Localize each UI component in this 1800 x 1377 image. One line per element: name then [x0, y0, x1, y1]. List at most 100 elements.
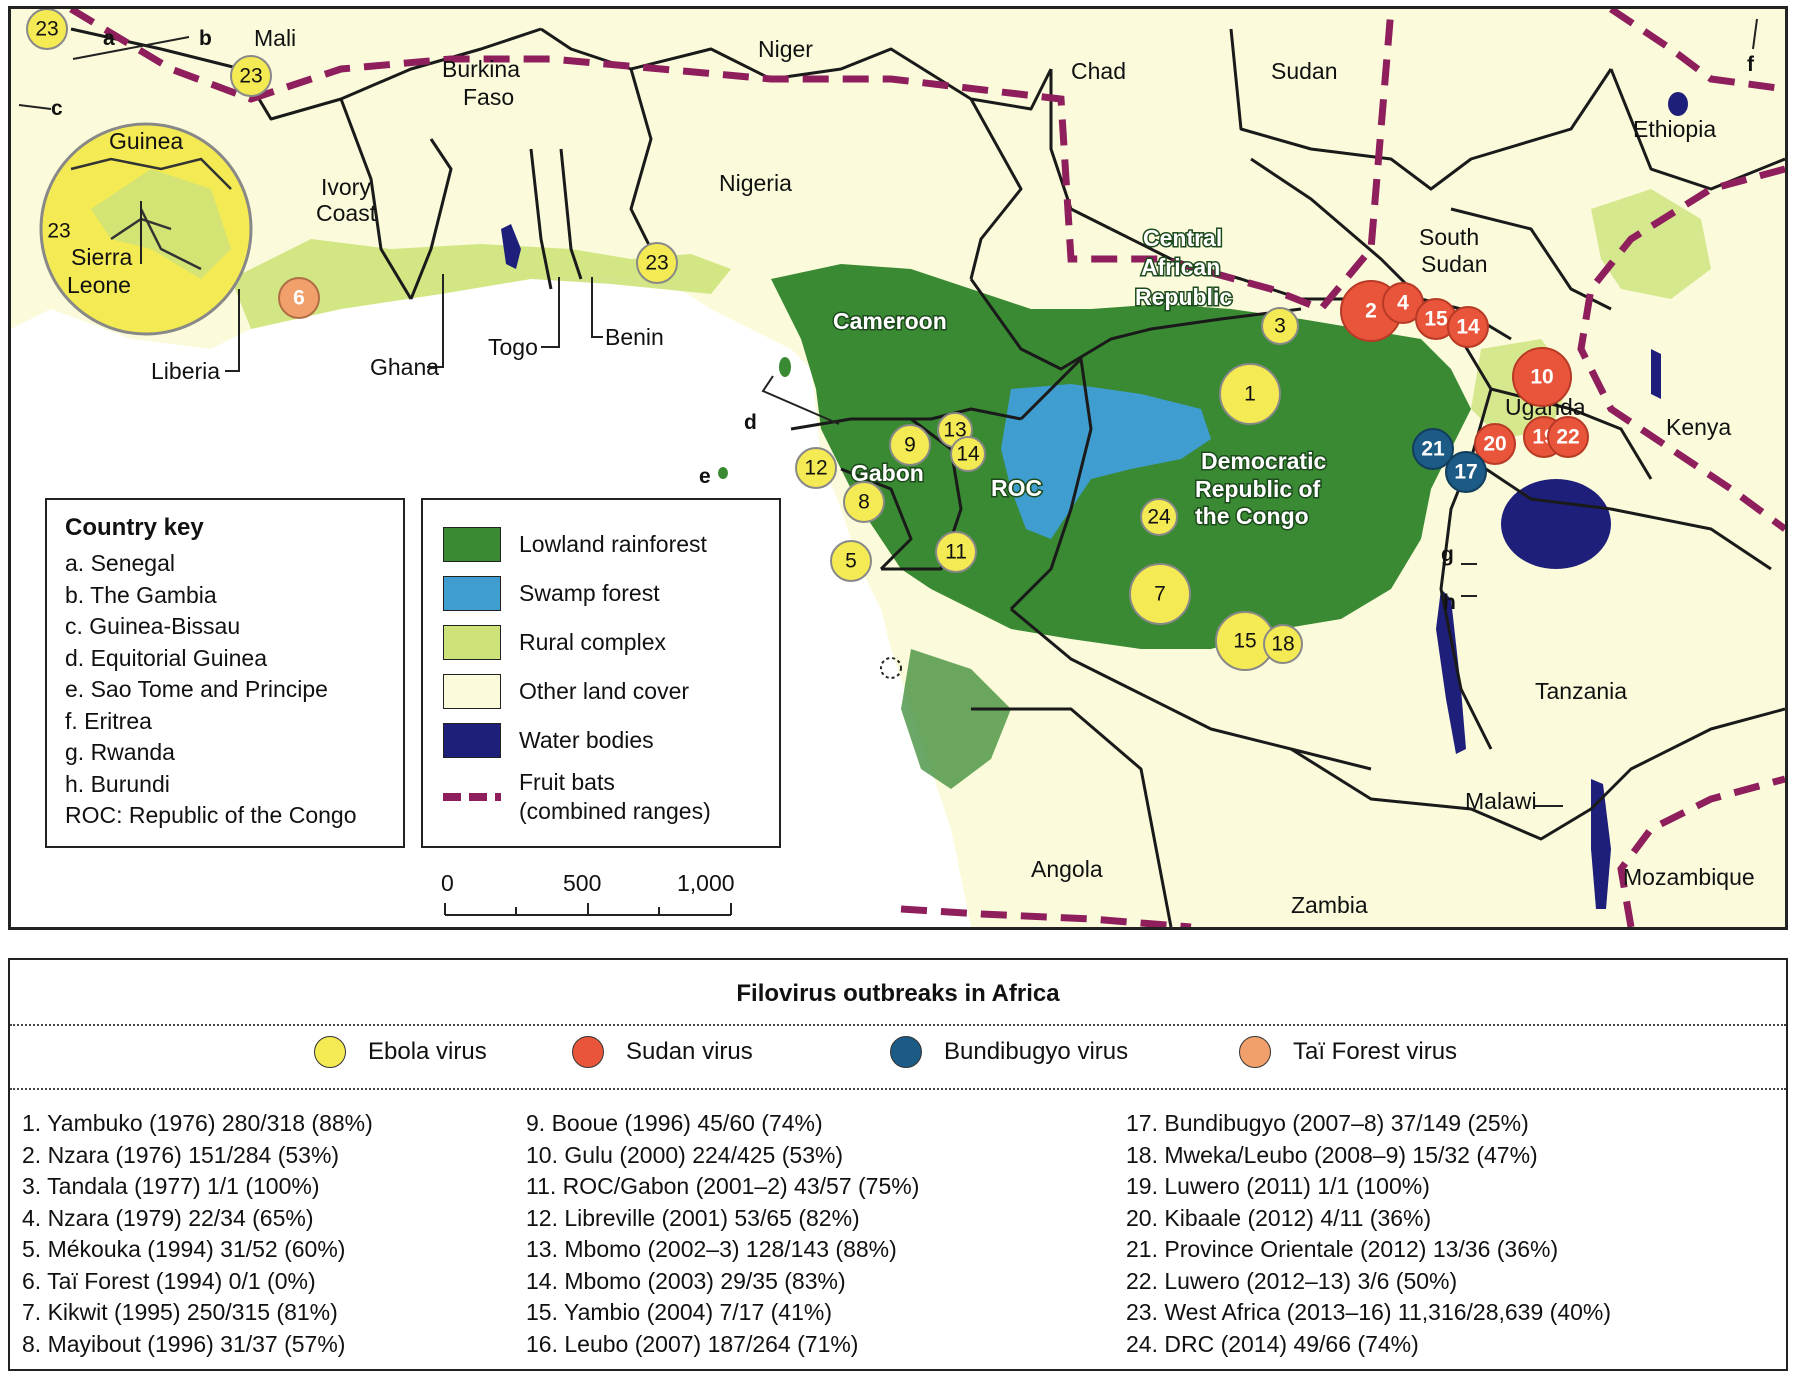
lake-malawi — [1591, 779, 1611, 909]
label-drc-2: Republic of — [1195, 476, 1321, 502]
outbreak-item: 4. Nzara (1979) 22/34 (65%) — [22, 1204, 314, 1231]
scale-tick-1000: 1,000 km — [677, 870, 741, 896]
swatch-water-bodies — [443, 723, 501, 758]
land-cover-legend: Lowland rainforest Swamp forest Rural co… — [421, 498, 781, 848]
tai-forest-dot-icon — [1239, 1036, 1271, 1068]
label-mali: Mali — [254, 25, 296, 51]
marker-3: 3 — [1261, 307, 1299, 345]
fruit-bats-line1: Fruit bats — [519, 769, 615, 795]
outbreak-item: 21. Province Orientale (2012) 13/36 (36%… — [1126, 1236, 1559, 1262]
scale-tick-500: 500 — [563, 870, 601, 896]
marker-17: 17 — [1445, 451, 1487, 493]
scale-tick-0: 0 — [441, 870, 454, 896]
outbreak-item: 18. Mweka/Leubo (2008–9) 15/32 (47%) — [1126, 1141, 1538, 1168]
svg-text:4: 4 — [1397, 292, 1409, 315]
marker-23-a: 23 — [26, 9, 68, 50]
country-key-title: Country key — [65, 514, 204, 541]
svg-text:11: 11 — [945, 541, 967, 564]
country-key-item: g. Rwanda — [65, 739, 175, 765]
svg-text:21: 21 — [1421, 438, 1445, 461]
svg-text:5: 5 — [845, 550, 857, 573]
country-key-item: h. Burundi — [65, 770, 170, 797]
marker-10: 10 — [1512, 347, 1572, 407]
lowland-rainforest-south — [901, 649, 1011, 789]
label-mozambique: Mozambique — [1623, 864, 1755, 890]
marker-14-sudan: 14 — [1447, 306, 1489, 348]
label-letter-d: d — [744, 411, 757, 434]
marker-1: 1 — [1219, 363, 1281, 425]
marker-18: 18 — [1263, 624, 1303, 664]
rural-complex-east — [1591, 189, 1711, 299]
outbreak-markers: 1 3 2 4 15 14 10 21 20 17 19 22 23 23 23… — [26, 9, 1589, 671]
virus-legend-tai-forest: Taï Forest virus — [1239, 1036, 1457, 1068]
label-liberia: Liberia — [151, 358, 220, 384]
label-letter-a: a — [103, 27, 115, 50]
svg-text:22: 22 — [1556, 426, 1579, 449]
svg-text:2: 2 — [1365, 300, 1377, 323]
label-letter-f: f — [1747, 53, 1755, 76]
label-benin: Benin — [605, 324, 664, 350]
outbreak-item: 7. Kikwit (1995) 250/315 (81%) — [22, 1299, 338, 1325]
label-coast: Coast — [316, 200, 377, 226]
marker-7: 7 — [1129, 563, 1191, 625]
svg-text:7: 7 — [1154, 583, 1166, 606]
legend-lowland-rainforest: Lowland rainforest — [443, 520, 759, 569]
lake-victoria — [1501, 479, 1611, 569]
svg-text:15: 15 — [1424, 308, 1448, 331]
label-south: South — [1419, 224, 1479, 250]
outbreak-item: 14. Mbomo (2003) 29/35 (83%) — [526, 1267, 846, 1294]
outbreak-legend-panel: Filovirus outbreaks in Africa Ebola viru… — [8, 958, 1788, 1371]
label-angola: Angola — [1031, 856, 1103, 882]
label-chad: Chad — [1071, 58, 1126, 84]
outbreak-item: 20. Kibaale (2012) 4/11 (36%) — [1126, 1204, 1432, 1231]
marker-11: 11 — [935, 531, 977, 573]
svg-text:23: 23 — [47, 220, 70, 243]
outbreak-item: 24. DRC (2014) 49/66 (74%) — [1126, 1330, 1419, 1357]
label-kenya: Kenya — [1666, 414, 1731, 440]
outbreak-title: Filovirus outbreaks in Africa — [736, 980, 1060, 1007]
legend-label: Rural complex — [519, 629, 666, 655]
inset-sierra-leone — [91, 169, 231, 279]
marker-9: 9 — [889, 424, 931, 466]
marker-24: 24 — [1140, 498, 1178, 536]
label-car-2: African — [1141, 254, 1220, 280]
label-letter-c: c — [51, 97, 63, 120]
marker-6: 6 — [278, 277, 320, 319]
outbreak-item: 15. Yambio (2004) 7/17 (41%) — [526, 1299, 832, 1325]
svg-text:23: 23 — [239, 65, 262, 88]
country-key-item: e. Sao Tome and Principe — [65, 676, 328, 702]
virus-label: Taï Forest virus — [1293, 1038, 1458, 1065]
label-niger: Niger — [758, 36, 813, 62]
outbreak-item: 17. Bundibugyo (2007–8) 37/149 (25%) — [1126, 1110, 1529, 1136]
outbreak-list-col2: 9. Booue (1996) 45/60 (74%) 10. Gulu (20… — [526, 1108, 919, 1360]
swatch-swamp-forest — [443, 576, 501, 611]
bundibugyo-dot-icon — [890, 1036, 922, 1068]
swamp-forest — [1001, 384, 1211, 539]
virus-legend-bundibugyo: Bundibugyo virus — [890, 1036, 1128, 1068]
label-car-1: Central — [1143, 225, 1222, 251]
label-letter-e: e — [699, 465, 711, 488]
label-drc-3: the Congo — [1195, 503, 1309, 529]
country-borders — [70, 27, 1785, 927]
dotted-circle-marker — [880, 657, 902, 679]
label-togo: Togo — [488, 334, 538, 360]
legend-label: Lowland rainforest — [519, 531, 707, 557]
virus-legend-ebola: Ebola virus — [314, 1036, 487, 1068]
marker-8: 8 — [843, 481, 885, 523]
marker-14: 14 — [950, 436, 986, 472]
legend-label-fruit-bats: Fruit bats (combined ranges) — [519, 768, 711, 826]
svg-text:23: 23 — [35, 18, 58, 41]
label-nigeria: Nigeria — [719, 170, 792, 196]
svg-text:12: 12 — [804, 457, 827, 480]
svg-text:14: 14 — [956, 443, 980, 466]
svg-text:6: 6 — [293, 287, 305, 310]
country-key-item: a. Senegal — [65, 550, 175, 576]
swatch-lowland-rainforest — [443, 527, 501, 562]
label-ivory: Ivory — [321, 174, 371, 200]
svg-text:23: 23 — [645, 252, 668, 275]
country-key-item: ROC: Republic of the Congo — [65, 802, 357, 828]
outbreak-item: 1. Yambuko (1976) 280/318 (88%) — [22, 1110, 373, 1136]
bioko-island — [779, 357, 791, 377]
country-key-item: f. Eritrea — [65, 707, 152, 734]
swatch-rural-complex — [443, 625, 501, 660]
